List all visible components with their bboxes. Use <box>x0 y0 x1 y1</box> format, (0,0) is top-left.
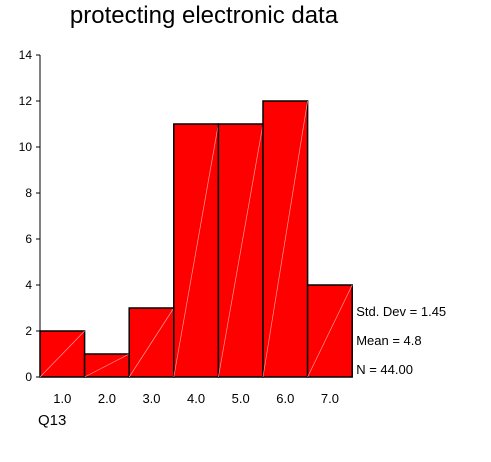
y-tick-label: 4 <box>25 278 32 292</box>
y-tick-label: 6 <box>25 232 32 246</box>
bar-5.0 <box>217 123 264 378</box>
bar-hatch <box>84 353 130 378</box>
x-tick-label: 6.0 <box>276 391 294 406</box>
x-tick-label: 5.0 <box>232 391 250 406</box>
bar-4.0 <box>173 123 220 378</box>
y-tick-label: 10 <box>19 140 33 154</box>
chart-title: protecting electronic data <box>69 2 339 29</box>
bar-hatch <box>218 123 264 378</box>
bar-1.0 <box>39 330 86 378</box>
x-tick-label: 1.0 <box>53 391 71 406</box>
bar-2.0 <box>83 353 130 378</box>
y-tick-label: 14 <box>19 48 33 62</box>
x-tick-label: 2.0 <box>98 391 116 406</box>
stat-label: Mean = 4.8 <box>356 333 421 348</box>
y-axis: 0 2 4 6 8 10 12 14 <box>19 48 41 384</box>
x-axis-label: Q13 <box>38 412 67 429</box>
bar-6.0 <box>262 100 309 378</box>
bar-7.0 <box>306 284 353 378</box>
y-tick-label: 12 <box>19 94 33 108</box>
bar-hatch <box>307 284 353 378</box>
bars <box>39 100 353 378</box>
bar-hatch <box>128 307 175 378</box>
bar-hatch <box>262 100 308 378</box>
bar-hatch <box>39 330 85 378</box>
x-tick-label: 3.0 <box>142 391 160 406</box>
y-tick-label: 8 <box>25 186 32 200</box>
bar-hatch <box>173 123 219 378</box>
y-tick-label: 2 <box>25 324 32 338</box>
stat-label: N = 44.00 <box>356 362 413 377</box>
x-tick-label: 4.0 <box>187 391 205 406</box>
stats-box: Std. Dev = 1.45 Mean = 4.8 N = 44.00 <box>356 304 446 377</box>
x-tick-label: 7.0 <box>321 391 339 406</box>
y-tick-label: 0 <box>25 370 32 384</box>
bar-3.0 <box>128 307 175 378</box>
x-tick-labels: 1.0 2.0 3.0 4.0 5.0 6.0 7.0 <box>53 391 339 406</box>
stat-label: Std. Dev = 1.45 <box>356 304 446 319</box>
